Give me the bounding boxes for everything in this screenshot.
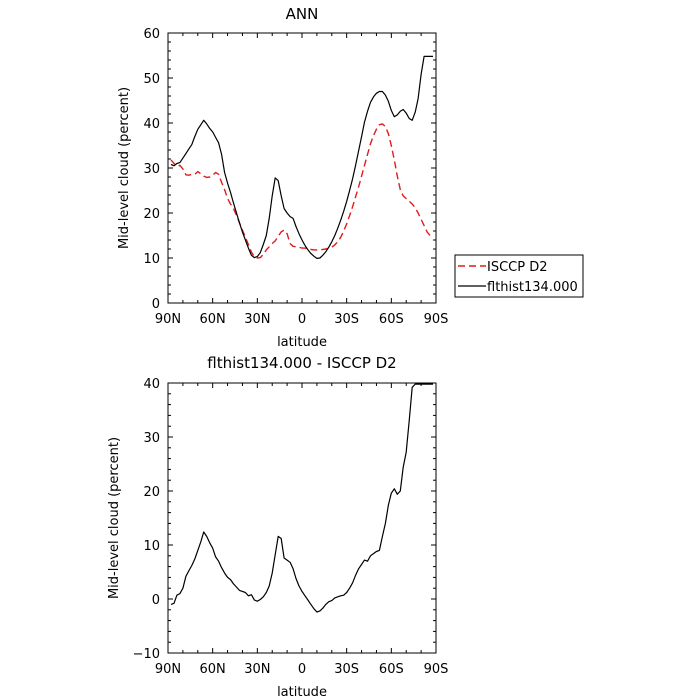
plot-frame xyxy=(167,382,437,654)
y-tick-label: 10 xyxy=(143,252,160,267)
series-lines xyxy=(170,55,434,259)
x-tick-label: 0 xyxy=(298,312,306,327)
series-lines xyxy=(170,383,433,613)
series-line-difference xyxy=(170,383,433,613)
x-tick-label: 30S xyxy=(334,312,359,327)
legend: ISCCP D2 flthist134.000 xyxy=(454,254,584,298)
x-tick-label: 60S xyxy=(379,312,404,327)
x-tick-labels: 90N 60N 30N 0 30S 60S 90S xyxy=(155,662,449,677)
chart-difference-mid-level-cloud: flthist134.000 - ISCCP D2 90N 60N 30N 0 30S 6… xyxy=(107,354,448,700)
x-tick-label: 60N xyxy=(200,312,226,327)
legend-label-isccp: ISCCP D2 xyxy=(487,260,548,275)
x-tick-label: 30N xyxy=(244,662,270,677)
y-tick-label: 40 xyxy=(143,117,160,132)
x-tick-label: 90N xyxy=(155,662,181,677)
chart-annual-mid-level-cloud: ANN 90N 60N 30N 0 30S 60S 90S 0 10 20 30 40 50 60 la… xyxy=(117,5,584,350)
x-tick-label: 30S xyxy=(334,662,359,677)
y-tick-label: 60 xyxy=(143,27,160,42)
y-tick-label: 30 xyxy=(143,162,160,177)
x-tick-label: 0 xyxy=(298,662,306,677)
y-tick-label: 50 xyxy=(143,72,160,87)
legend-box xyxy=(454,254,584,298)
y-tick-labels: 0 10 20 30 40 50 60 xyxy=(143,27,160,312)
y-axis-title: Mid-level cloud (percent) xyxy=(117,87,132,249)
axis-ticks xyxy=(167,382,437,654)
chart-title: flthist134.000 - ISCCP D2 xyxy=(207,354,396,372)
chart-title: ANN xyxy=(286,5,319,23)
y-tick-label: 0 xyxy=(152,593,160,608)
series-line-flthist134-000 xyxy=(170,55,433,259)
x-axis-title: latitude xyxy=(277,335,327,350)
x-axis-title: latitude xyxy=(277,685,327,700)
x-tick-label: 90S xyxy=(424,662,449,677)
y-tick-label: 10 xyxy=(143,539,160,554)
x-tick-label: 60S xyxy=(379,662,404,677)
y-tick-label: 20 xyxy=(143,485,160,500)
y-tick-label: 0 xyxy=(152,297,160,312)
legend-label-flthist: flthist134.000 xyxy=(487,280,578,295)
y-tick-label: 40 xyxy=(143,377,160,392)
y-tick-label: 30 xyxy=(143,431,160,446)
y-tick-labels: −10 0 10 20 30 40 xyxy=(133,377,160,662)
x-tick-label: 90N xyxy=(155,312,181,327)
x-tick-label: 60N xyxy=(200,662,226,677)
x-tick-label: 90S xyxy=(424,312,449,327)
x-tick-labels: 90N 60N 30N 0 30S 60S 90S xyxy=(155,312,449,327)
y-tick-label: −10 xyxy=(133,647,160,662)
y-axis-title: Mid-level cloud (percent) xyxy=(107,437,122,599)
x-tick-label: 30N xyxy=(244,312,270,327)
plot-frame xyxy=(167,32,437,304)
series-line-isccp-d2 xyxy=(170,123,434,259)
y-tick-label: 20 xyxy=(143,207,160,222)
